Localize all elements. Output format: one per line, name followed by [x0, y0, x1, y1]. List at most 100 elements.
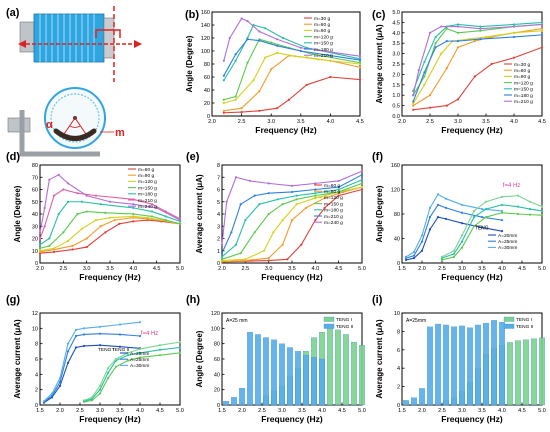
- data-point: [99, 203, 102, 206]
- data-point: [85, 245, 88, 249]
- x-axis-label: Frequency (Hz): [79, 272, 141, 282]
- data-point: [512, 35, 516, 39]
- data-point: [52, 250, 56, 254]
- data-point: [276, 198, 280, 201]
- annotation: f=4 Hz: [503, 183, 521, 189]
- data-point: [281, 219, 284, 222]
- bar: [335, 329, 341, 406]
- x-tick-label: 3.5: [288, 266, 296, 272]
- data-point: [58, 384, 62, 387]
- data-point: [246, 38, 249, 41]
- data-point: [48, 237, 51, 240]
- x-tick-label: 5.0: [538, 408, 546, 414]
- data-point: [404, 255, 408, 258]
- series-line: [39, 219, 181, 254]
- legend-swatch: [503, 323, 515, 329]
- data-point: [479, 25, 482, 28]
- data-point: [38, 249, 42, 252]
- data-point: [460, 240, 464, 243]
- data-point: [445, 27, 448, 30]
- x-tick-label: 2.0: [398, 119, 406, 125]
- data-point: [58, 380, 62, 384]
- data-point: [178, 346, 182, 349]
- data-point: [98, 384, 102, 387]
- x-tick-label: 4.0: [498, 266, 506, 272]
- legend-label: m=60 g: [314, 22, 330, 28]
- x-axis-label: Frequency (Hz): [441, 272, 503, 282]
- data-point: [66, 350, 70, 353]
- data-point: [132, 206, 135, 209]
- data-point: [337, 188, 340, 191]
- y-axis-label: Average current (μA): [13, 319, 22, 399]
- y-tick-label: 8: [35, 342, 38, 348]
- data-point: [428, 106, 432, 109]
- bar: [303, 355, 309, 406]
- data-point: [106, 371, 110, 374]
- data-point: [314, 188, 317, 191]
- data-point: [500, 195, 504, 198]
- y-axis-label: Angle (Degree): [375, 185, 384, 242]
- x-tick-label: 4.5: [153, 266, 161, 272]
- y-tick-label: 12: [32, 311, 38, 317]
- y-tick-label: 3.5: [392, 41, 400, 47]
- legend-label: m=90 g: [314, 28, 330, 34]
- data-point: [445, 40, 448, 43]
- data-point: [267, 257, 270, 260]
- data-point: [512, 31, 516, 34]
- legend-label: A=25mm: [130, 357, 149, 363]
- data-point: [66, 361, 70, 364]
- data-point: [428, 206, 432, 209]
- panel-label-f: (f): [372, 151, 383, 163]
- data-point: [516, 194, 520, 197]
- bar: [459, 325, 465, 406]
- series-line: [412, 21, 543, 92]
- legend-label: m=210 g: [514, 99, 533, 105]
- x-tick-label: 4.0: [327, 119, 335, 125]
- data-point: [48, 178, 51, 181]
- bar: [223, 401, 229, 406]
- legend-label: TENG II: [336, 324, 353, 330]
- data-point: [287, 98, 291, 101]
- data-point: [290, 190, 294, 194]
- legend-label: m=180 g: [314, 47, 333, 53]
- series-line: [223, 24, 361, 81]
- x-tick-label: 3.5: [297, 119, 305, 125]
- data-point: [270, 41, 273, 44]
- data-point: [440, 25, 443, 28]
- alpha-label: α: [46, 119, 53, 131]
- data-point: [295, 198, 298, 201]
- data-point: [528, 200, 532, 203]
- data-point: [440, 255, 444, 258]
- data-point: [267, 212, 270, 216]
- x-tick-label: 4.5: [156, 408, 164, 414]
- y-axis-label: Average current (μA): [375, 319, 384, 399]
- data-point: [240, 107, 243, 110]
- bar: [231, 397, 237, 406]
- data-point: [222, 59, 225, 62]
- data-point: [234, 59, 237, 62]
- data-point: [423, 83, 426, 86]
- data-point: [220, 255, 224, 258]
- data-point: [132, 220, 135, 223]
- data-point: [540, 33, 544, 36]
- section-bracket: [95, 29, 121, 38]
- y-tick-label: 120: [201, 36, 210, 42]
- y-tick-label: 40: [214, 372, 220, 378]
- data-point: [360, 178, 364, 181]
- x-tick-label: 3.0: [454, 119, 462, 125]
- x-tick-label: 3.5: [478, 408, 486, 414]
- bar: [311, 357, 317, 406]
- mount-bracket: [19, 110, 100, 157]
- y-tick-label: 40: [204, 88, 210, 94]
- x-tick-label: 3.0: [458, 408, 466, 414]
- data-point: [540, 29, 544, 32]
- y-tick-label: 6: [397, 348, 400, 354]
- data-point: [472, 225, 476, 228]
- data-point: [456, 23, 460, 26]
- data-point: [253, 231, 256, 234]
- data-point: [43, 206, 46, 209]
- data-point: [258, 30, 261, 33]
- data-point: [472, 209, 476, 213]
- data-point: [222, 111, 225, 114]
- data-point: [220, 258, 224, 261]
